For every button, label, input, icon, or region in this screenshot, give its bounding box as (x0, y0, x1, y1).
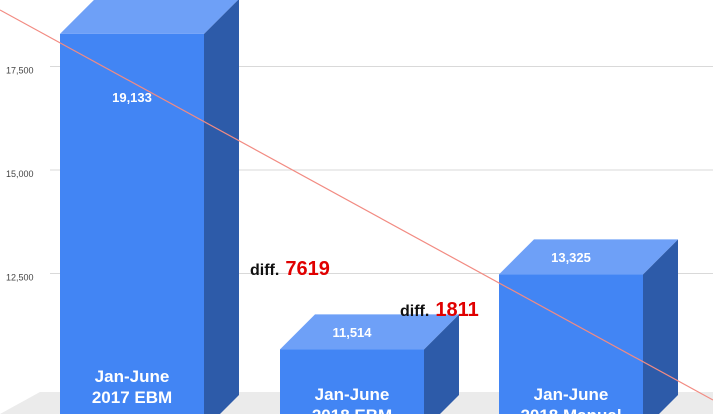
y-tick-label: 15,000 (6, 169, 34, 179)
bar-side (643, 239, 678, 414)
y-tick-label: 17,500 (6, 66, 34, 76)
y-tick-label: 12,500 (6, 273, 34, 283)
data-label: 19,133 (112, 90, 152, 105)
bar-group (60, 0, 239, 414)
bar-group (280, 314, 459, 414)
diff-value: 7619 (285, 258, 330, 280)
bars (60, 0, 678, 414)
diff-annotation: diff. 7619 (250, 258, 330, 280)
y-axis-ticks: 12,500 15,000 17,500 (6, 66, 34, 283)
category-label: 2018 EBM (312, 406, 392, 414)
category-label: 2017 EBM (92, 388, 172, 407)
bar-side (424, 314, 459, 414)
diff-prefix: diff. (250, 262, 279, 279)
trend-line (0, 9, 713, 401)
bar (499, 274, 643, 414)
diff-prefix: diff. (400, 303, 429, 320)
data-label: 13,325 (551, 250, 591, 265)
category-label: 2018 Manual (520, 406, 621, 414)
bar (280, 349, 424, 414)
category-label: Jan-June (95, 367, 170, 386)
diff-value: 1811 (435, 299, 478, 321)
category-label: Jan-June (315, 385, 390, 404)
bar-top (60, 0, 238, 34)
bar-group (499, 239, 678, 414)
bar-top (499, 239, 678, 275)
bar-labels: 19,133 Jan-June 2017 EBM 11,514 Jan-June 2018… (92, 90, 622, 414)
bar (60, 33, 204, 414)
category-label: Jan-June (534, 385, 609, 404)
data-label: 11,514 (332, 325, 372, 340)
diff-annotations: diff. 7619 diff. 1811 (250, 258, 479, 321)
diff-annotation: diff. 1811 (400, 299, 479, 321)
bar-side (204, 0, 239, 414)
bar-top (280, 314, 459, 350)
